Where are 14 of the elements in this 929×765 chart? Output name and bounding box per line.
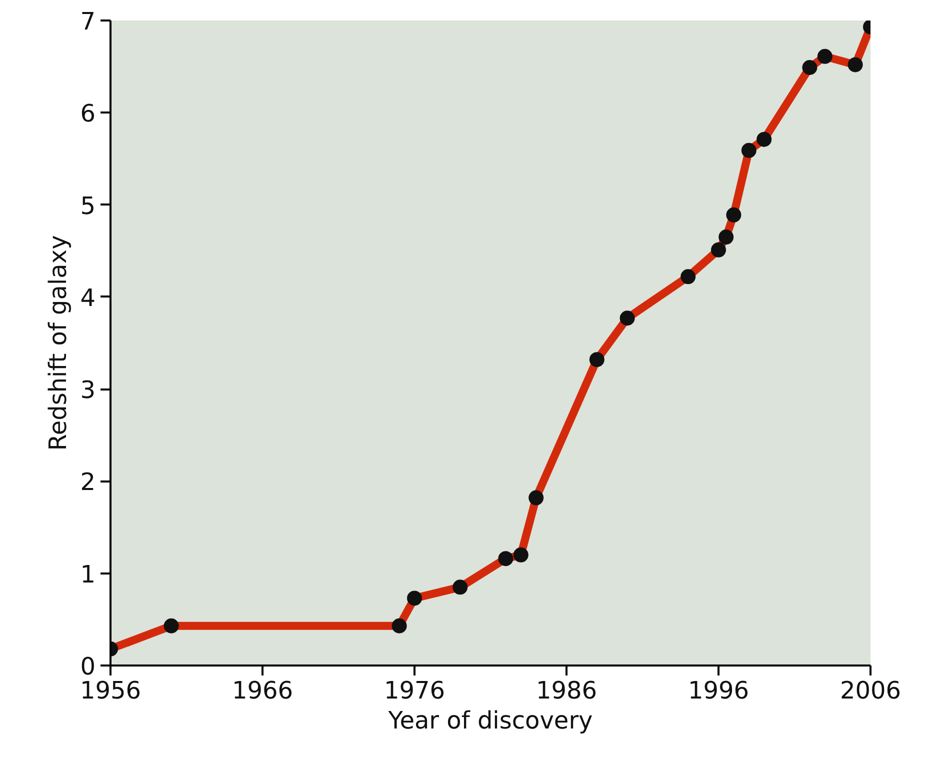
y-tick-label: 1	[80, 560, 96, 588]
x-tick-label: 1996	[688, 676, 750, 704]
y-tick-label: 2	[80, 468, 96, 496]
y-tick-label: 6	[80, 100, 96, 128]
x-tick-label: 1976	[384, 676, 446, 704]
x-tick-label: 2006	[840, 676, 902, 704]
y-tick-label: 4	[80, 284, 96, 312]
x-tick-label: 1966	[232, 676, 294, 704]
y-tick-label: 3	[80, 376, 96, 404]
x-tick-label: 1986	[536, 676, 598, 704]
y-tick-label: 7	[80, 8, 96, 36]
y-tick-label: 5	[80, 192, 96, 220]
y-axis-title: Redshift of galaxy	[44, 235, 72, 451]
x-axis-title: Year of discovery	[387, 706, 593, 734]
